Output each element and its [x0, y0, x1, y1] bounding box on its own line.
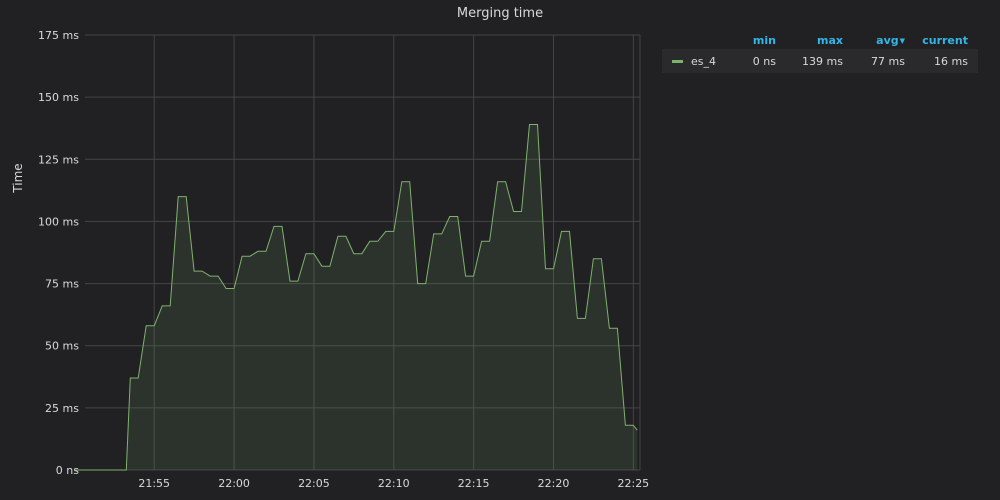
legend-header-min[interactable]: min: [752, 33, 776, 47]
y-tick-label: 0 ns: [56, 464, 79, 477]
y-tick-label: 150 ms: [38, 91, 79, 104]
legend-header-max[interactable]: max: [817, 33, 843, 47]
series-color-swatch[interactable]: [672, 59, 683, 63]
legend-header-avg-label: avg: [876, 33, 899, 47]
legend-series-name[interactable]: es_4: [691, 54, 716, 68]
x-tick-label: 22:10: [378, 477, 410, 490]
legend-value-min: 0 ns: [752, 54, 776, 68]
y-tick-label: 175 ms: [38, 29, 79, 42]
series-line-es_4[interactable]: [74, 124, 638, 471]
x-tick-label: 22:25: [617, 477, 649, 490]
x-tick-label: 21:55: [138, 477, 170, 490]
x-tick-label: 22:20: [538, 477, 570, 490]
series-area-es_4: [74, 124, 638, 470]
panel-title: Merging time: [456, 6, 544, 21]
y-tick-label: 125 ms: [38, 153, 79, 166]
legend: min max avg▼ current es_4 0 ns 139 ms 77…: [662, 31, 978, 73]
legend-value-current: 16 ms: [934, 54, 968, 68]
y-tick-label: 25 ms: [45, 402, 79, 415]
legend-row[interactable]: es_4 0 ns 139 ms 77 ms 16 ms: [662, 49, 978, 73]
legend-header: min max avg▼ current: [662, 31, 978, 49]
x-tick-label: 22:15: [458, 477, 490, 490]
y-tick-label: 75 ms: [45, 278, 79, 291]
legend-value-avg: 77 ms: [871, 54, 905, 68]
caret-down-icon: ▼: [899, 36, 905, 45]
grid-layer: [85, 34, 641, 471]
legend-header-avg[interactable]: avg▼: [853, 34, 915, 47]
y-axis-ticks: 0 ns 25 ms 50 ms 75 ms 100 ms 125 ms 150 ms 175…: [38, 29, 79, 477]
x-tick-label: 22:00: [218, 477, 250, 490]
x-axis-ticks: 21:55 22:00 22:05 22:10 22:15 22:20 22:25: [138, 477, 649, 490]
legend-series[interactable]: es_4: [662, 55, 734, 68]
y-tick-label: 100 ms: [38, 215, 79, 228]
legend-header-current[interactable]: current: [922, 33, 968, 47]
legend-value-max: 139 ms: [802, 54, 843, 68]
x-tick-label: 22:05: [298, 477, 330, 490]
y-tick-label: 50 ms: [45, 340, 79, 353]
